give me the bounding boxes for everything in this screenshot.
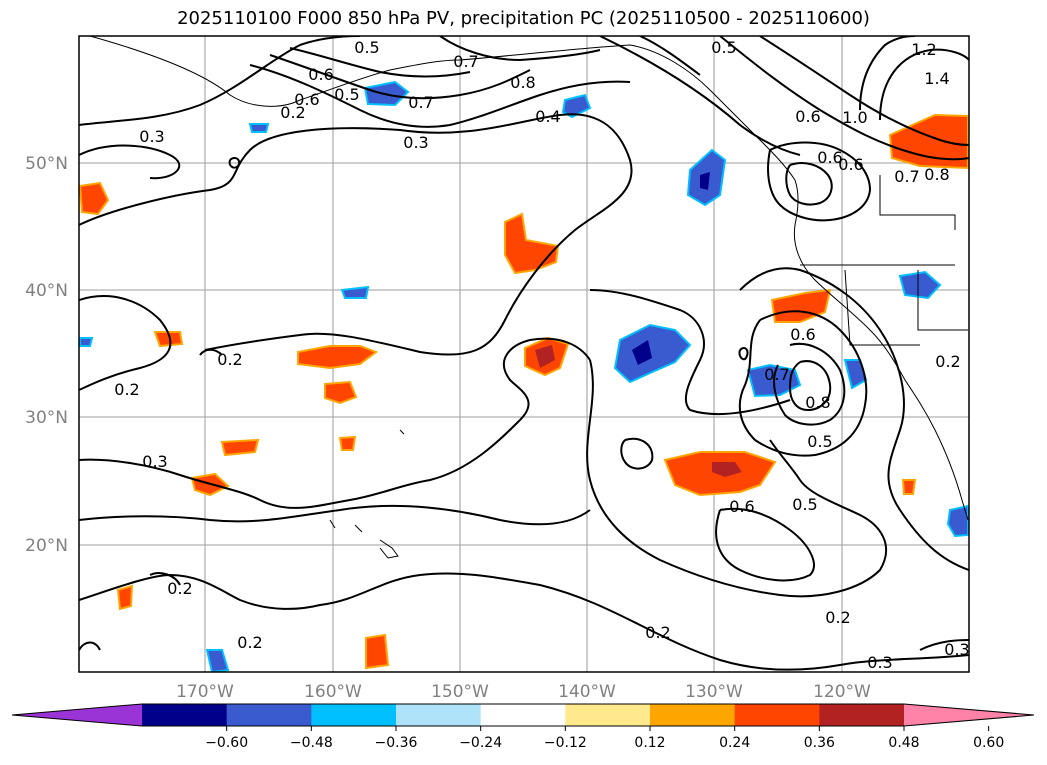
colorbar-tick-label: −0.36 <box>375 735 418 751</box>
colorbar-swatch <box>480 704 566 726</box>
contour-label: 0.2 <box>645 623 670 642</box>
contour-label: 0.6 <box>790 325 815 344</box>
contour-label: 0.3 <box>403 133 428 152</box>
colorbar-tick-label: 0.12 <box>634 735 665 751</box>
contour-label: 0.4 <box>535 107 560 126</box>
contour-label: 0.7 <box>764 365 789 384</box>
contour-label: 0.3 <box>142 452 167 471</box>
colorbar-outline <box>11 703 1035 727</box>
colorbar-swatch <box>142 704 228 726</box>
colorbar-tick-label: 0.36 <box>804 735 835 751</box>
contour-label: 0.5 <box>334 85 359 104</box>
contour-label: 0.6 <box>795 107 820 126</box>
lon-label: 140°W <box>558 682 616 702</box>
colorbar-tick-label: 0.60 <box>973 735 1004 751</box>
colorbar-tick-label: −0.24 <box>459 735 502 751</box>
contour-label: 0.8 <box>805 393 830 412</box>
lat-label: 40°N <box>25 281 68 301</box>
lat-label: 20°N <box>25 536 68 556</box>
contour-label: 0.8 <box>510 73 535 92</box>
lat-label: 30°N <box>25 408 68 428</box>
contour-label: 0.5 <box>807 432 832 451</box>
contour-label: 0.6 <box>294 90 319 109</box>
lon-label: 130°W <box>685 682 743 702</box>
contour-label: 1.4 <box>924 69 949 88</box>
colorbar: −0.60 −0.48 −0.36 −0.24 −0.12 0.12 0.24 0.36 0.4… <box>11 703 1035 751</box>
colorbar-swatch <box>819 704 905 726</box>
longitude-labels: 170°W 160°W 150°W 140°W 130°W 120°W <box>176 682 871 702</box>
contour-label: 0.3 <box>944 640 969 659</box>
contour-label: 0.2 <box>217 350 242 369</box>
precipitation-shading <box>79 80 969 672</box>
contour-label: 0.6 <box>838 155 863 174</box>
latitude-labels: 50°N 40°N 30°N 20°N <box>25 154 68 556</box>
contour-label: 0.6 <box>308 65 333 84</box>
contour-label: 0.2 <box>280 103 305 122</box>
pv-contours <box>79 36 969 671</box>
colorbar-swatch <box>226 704 312 726</box>
contour-label: 0.2 <box>237 633 262 652</box>
contour-labels: 0.5 0.6 0.6 0.5 0.7 0.8 0.7 0.2 0.3 0.3 … <box>114 38 969 672</box>
colorbar-extend-min <box>12 704 142 726</box>
map-border <box>78 35 970 673</box>
contour-label: 0.6 <box>817 148 842 167</box>
lon-label: 150°W <box>431 682 489 702</box>
contour-label: 1.0 <box>842 108 867 127</box>
colorbar-tick-label: −0.48 <box>290 735 333 751</box>
colorbar-swatch <box>396 704 482 726</box>
positive-precip-blobs <box>79 113 969 670</box>
contour-label: 0.5 <box>792 495 817 514</box>
contour-label: 0.2 <box>167 579 192 598</box>
lon-label: 170°W <box>176 682 234 702</box>
contour-label: 0.2 <box>114 380 139 399</box>
contour-label: 0.6 <box>729 497 754 516</box>
contour-label: 0.5 <box>711 38 736 57</box>
contour-label: 0.3 <box>867 653 892 672</box>
contour-label: 0.7 <box>408 93 433 112</box>
colorbar-swatch <box>311 704 397 726</box>
contour-label: 1.2 <box>911 40 936 59</box>
colorbar-swatch <box>565 704 651 726</box>
contour-label: 0.3 <box>139 127 164 146</box>
colorbar-extend-max <box>904 704 1034 726</box>
colorbar-swatch <box>734 704 820 726</box>
colorbar-tick-label: −0.12 <box>544 735 587 751</box>
contour-label: 0.2 <box>935 352 960 371</box>
contour-label: 0.7 <box>453 52 478 71</box>
contour-label: 0.7 <box>894 167 919 186</box>
lat-label: 50°N <box>25 154 68 174</box>
contour-label: 0.2 <box>825 608 850 627</box>
colorbar-swatch <box>650 704 736 726</box>
contour-label: 0.8 <box>924 165 949 184</box>
colorbar-tick-label: 0.48 <box>888 735 919 751</box>
lon-label: 120°W <box>813 682 871 702</box>
lon-label: 160°W <box>304 682 362 702</box>
colorbar-tick-label: −0.60 <box>205 735 248 751</box>
negative-precip-blobs <box>79 80 969 672</box>
map-title: 2025110100 F000 850 hPa PV, precipitatio… <box>177 8 870 29</box>
colorbar-tick-label: 0.24 <box>719 735 750 751</box>
contour-label: 0.5 <box>354 38 379 57</box>
